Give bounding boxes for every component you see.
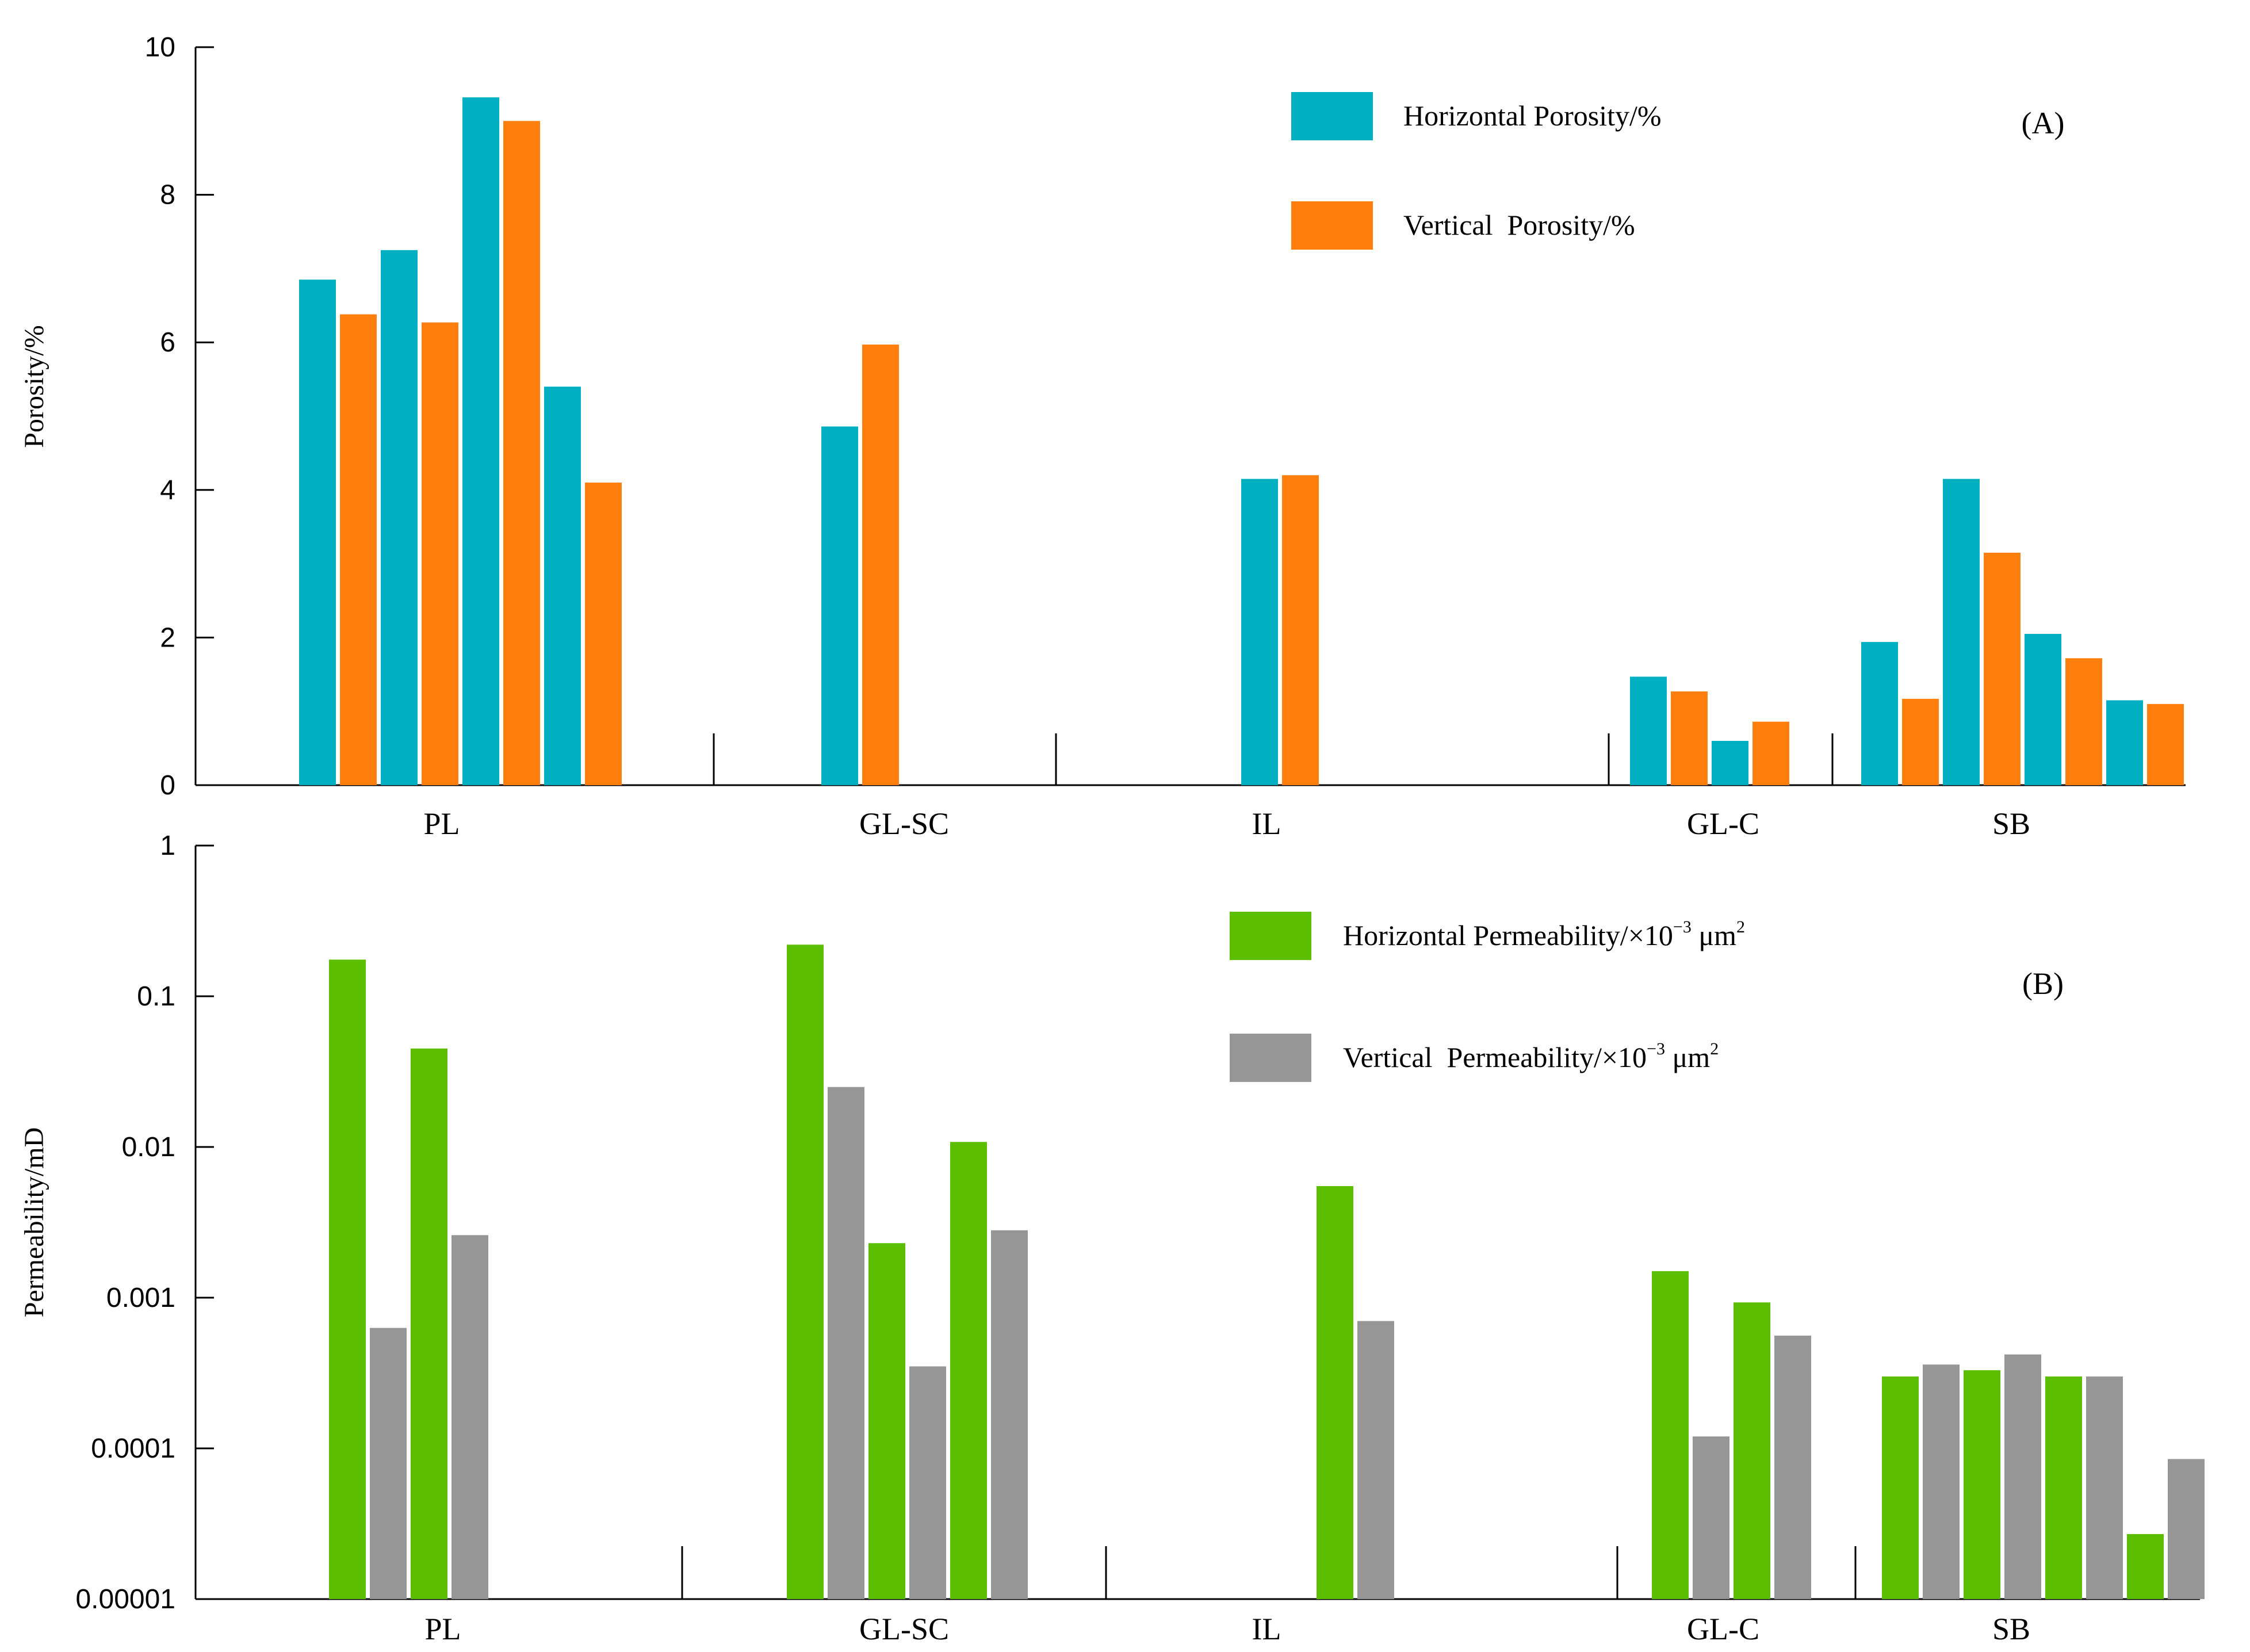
panel-porosity: 0 2 4 6 8 10 Porosity/% PL GL-SC IL GL-C SB Horizont… — [19, 32, 2186, 841]
x-group-label: IL — [1252, 1612, 1281, 1646]
x-group-label: GL-C — [1687, 1612, 1759, 1646]
y-tick-label: 0.01 — [122, 1132, 175, 1162]
bar-il-vertical — [1282, 475, 1319, 785]
legend-swatch-vertical — [1230, 1034, 1311, 1082]
y-tick-label: 8 — [160, 180, 175, 211]
bar-pl-vertical — [503, 121, 540, 785]
x-group-label: SB — [1992, 1612, 2030, 1646]
y-tick-label: 1 — [160, 831, 175, 861]
bar-sb-vertical — [2168, 1459, 2205, 1599]
bar-sb-vertical — [2086, 1376, 2123, 1599]
y-axis-label: Permeability/mD — [19, 1127, 49, 1318]
bar-gl-c-vertical — [1752, 721, 1789, 785]
bar-il-horizontal — [1317, 1186, 1353, 1599]
y-tick-label: 0 — [160, 770, 175, 801]
bar-sb-vertical — [1984, 552, 2021, 785]
legend-label-vertical: Vertical Porosity/% — [1403, 209, 1635, 241]
bar-gl-sc-vertical — [909, 1366, 946, 1599]
bar-gl-c-horizontal — [1652, 1271, 1689, 1599]
bar-gl-c-horizontal — [1712, 741, 1748, 785]
bar-gl-sc-horizontal — [868, 1243, 905, 1599]
bar-gl-sc-horizontal — [787, 944, 824, 1599]
bar-gl-sc-horizontal — [821, 426, 858, 785]
bar-pl-horizontal — [462, 97, 499, 785]
panel-label: (A) — [2022, 106, 2065, 140]
bar-sb-vertical — [1902, 698, 1939, 785]
y-tick-label: 4 — [160, 475, 175, 506]
bar-gl-c-horizontal — [1630, 676, 1667, 785]
bar-pl-horizontal — [381, 250, 418, 785]
bar-pl-horizontal — [329, 959, 366, 1599]
bar-gl-sc-horizontal — [950, 1142, 987, 1599]
bar-pl-vertical — [585, 482, 622, 785]
bar-sb-horizontal — [2045, 1376, 2082, 1599]
x-group-label: GL-C — [1687, 806, 1759, 841]
bar-gl-c-vertical — [1774, 1335, 1811, 1599]
bar-pl-vertical — [422, 322, 458, 785]
y-tick-label: 0.001 — [106, 1283, 175, 1313]
panel-label: (B) — [2022, 966, 2064, 1001]
bar-il-vertical — [1357, 1321, 1394, 1599]
bar-il-horizontal — [1241, 479, 1278, 785]
x-group-label: PL — [424, 1612, 461, 1646]
bar-gl-sc-vertical — [862, 345, 899, 785]
y-tick-label: 0.0001 — [91, 1433, 175, 1464]
x-group-label: PL — [423, 806, 460, 841]
bar-gl-c-vertical — [1671, 691, 1708, 785]
bar-sb-vertical — [2065, 658, 2102, 785]
bar-gl-sc-vertical — [991, 1230, 1028, 1599]
panel-permeability: 0.00001 0.0001 0.001 0.01 0.1 1 Permeability/m… — [19, 831, 2205, 1646]
bar-sb-horizontal — [1882, 1376, 1919, 1599]
legend-swatch-horizontal — [1291, 92, 1373, 140]
bar-gl-sc-vertical — [828, 1087, 864, 1599]
bar-pl-horizontal — [299, 280, 336, 785]
x-group-label: SB — [1992, 806, 2030, 841]
y-tick-label: 0.1 — [137, 981, 175, 1012]
bar-pl-vertical — [340, 314, 377, 785]
bar-pl-horizontal — [411, 1048, 447, 1599]
bar-pl-horizontal — [544, 387, 581, 785]
bar-sb-horizontal — [2025, 633, 2061, 785]
y-tick-label: 0.00001 — [75, 1584, 175, 1615]
bar-sb-horizontal — [2127, 1534, 2164, 1599]
legend-label-horizontal: Horizontal Permeability/×10−3 μm2 — [1343, 917, 1745, 951]
legend-swatch-vertical — [1291, 201, 1373, 250]
legend-label-horizontal: Horizontal Porosity/% — [1403, 100, 1662, 132]
y-axis-label: Porosity/% — [19, 325, 49, 448]
x-group-label: IL — [1252, 806, 1281, 841]
bar-pl-vertical — [370, 1328, 407, 1599]
bar-sb-horizontal — [1943, 479, 1980, 785]
x-group-label: GL-SC — [859, 806, 949, 841]
legend-swatch-horizontal — [1230, 912, 1311, 960]
bar-sb-horizontal — [1964, 1370, 2000, 1599]
legend-label-vertical: Vertical Permeability/×10−3 μm2 — [1343, 1039, 1719, 1073]
bar-sb-vertical — [1923, 1364, 1960, 1599]
bar-pl-vertical — [451, 1235, 488, 1599]
bar-gl-c-horizontal — [1734, 1302, 1770, 1599]
bar-sb-horizontal — [1861, 642, 1898, 785]
y-tick-label: 6 — [160, 327, 175, 358]
bar-gl-c-vertical — [1693, 1436, 1729, 1599]
bar-sb-vertical — [2004, 1354, 2041, 1599]
y-tick-label: 10 — [145, 32, 175, 63]
x-group-label: GL-SC — [859, 1612, 949, 1646]
bar-sb-horizontal — [2106, 700, 2143, 785]
y-tick-label: 2 — [160, 622, 175, 653]
bar-sb-vertical — [2147, 703, 2184, 785]
